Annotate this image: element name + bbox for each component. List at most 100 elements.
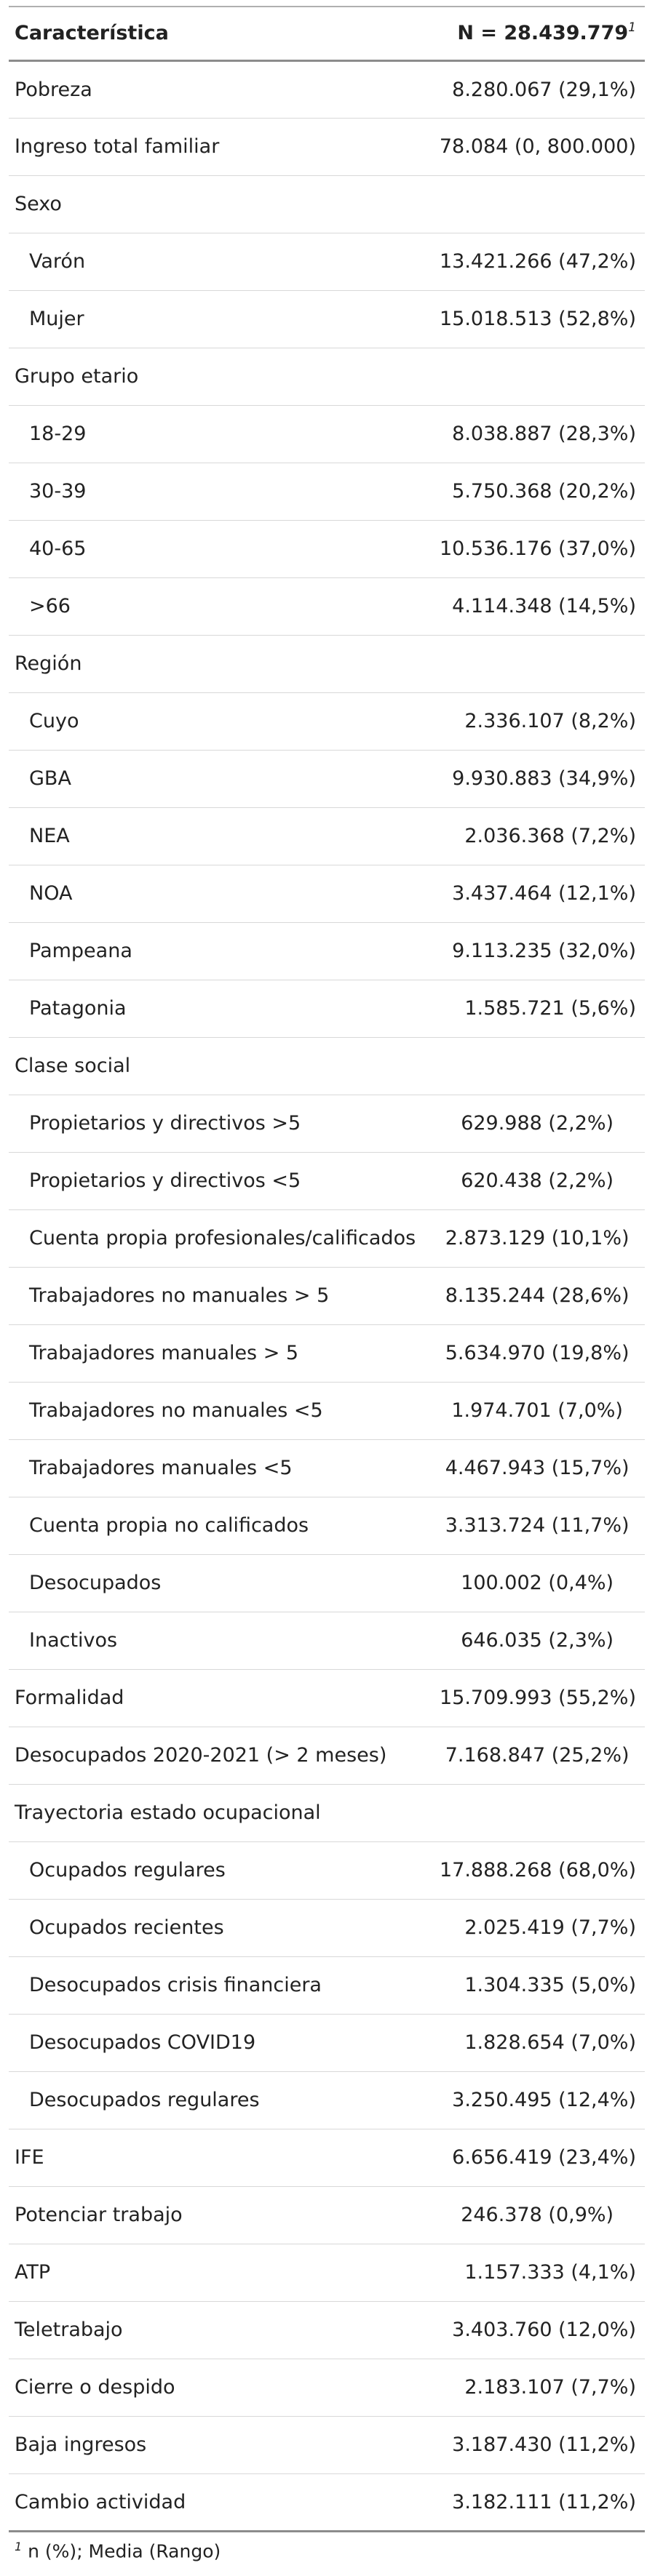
row-label: Pampeana <box>29 940 132 962</box>
row-label: Clase social <box>15 1055 131 1077</box>
row-label: Trabajadores no manuales > 5 <box>29 1284 330 1307</box>
row-value: 78.084 (0, 800.000) <box>439 135 636 158</box>
footnote-marker: 1 <box>15 2540 23 2553</box>
table-body: Pobreza 8.280.067 (29,1%) Ingreso total fa… <box>9 60 645 2531</box>
row-label: Trayectoria estado ocupacional <box>15 1801 321 1824</box>
row-label: Sexo <box>15 193 62 215</box>
row-label: Ocupados regulares <box>29 1859 226 1881</box>
table-row: Patagonia 1.585.721 (5,6%) <box>9 980 645 1037</box>
row-value: 10.536.176 (37,0%) <box>439 537 636 560</box>
row-value: 3.182.111 (11,2%) <box>452 2490 636 2513</box>
row-value: 15.018.513 (52,8%) <box>439 308 636 330</box>
table-row: Cierre o despido 2.183.107 (7,7%) <box>9 2359 645 2416</box>
row-value: 620.438 (2,2%) <box>461 1169 614 1192</box>
row-label: NOA <box>29 882 73 905</box>
row-label: Desocupados 2020-2021 (> 2 meses) <box>15 1744 387 1767</box>
row-label: Mujer <box>29 308 84 330</box>
row-label: Patagonia <box>29 997 127 1020</box>
row-label: Cierre o despido <box>15 2376 175 2399</box>
table-row: Desocupados regulares 3.250.495 (12,4%) <box>9 2071 645 2129</box>
row-value: 6.656.419 (23,4%) <box>452 2146 636 2169</box>
row-label: 18-29 <box>29 423 87 445</box>
table-row: Cuenta propia profesionales/calificados 2… <box>9 1209 645 1267</box>
table-row: IFE 6.656.419 (23,4%) <box>9 2129 645 2186</box>
row-label: Cuenta propia no calificados <box>29 1514 309 1537</box>
row-label: Teletrabajo <box>15 2319 123 2341</box>
row-value: 8.038.887 (28,3%) <box>452 423 636 445</box>
table-row: Ocupados regulares 17.888.268 (68,0%) <box>9 1841 645 1899</box>
table-row: Potenciar trabajo 246.378 (0,9%) <box>9 2186 645 2244</box>
row-label: Trabajadores manuales > 5 <box>29 1342 299 1364</box>
row-value: 7.168.847 (25,2%) <box>445 1744 630 1767</box>
row-label: >66 <box>29 595 71 617</box>
row-value: 1.974.701 (7,0%) <box>451 1399 623 1422</box>
footnote-text: n (%); Media (Rango) <box>22 2540 221 2562</box>
table-row: >66 4.114.348 (14,5%) <box>9 577 645 635</box>
characteristics-table: Característica N = 28.439.7791 Pobreza 8.… <box>9 6 645 2532</box>
row-value: 2.025.419 (7,7%) <box>464 1916 636 1939</box>
row-value: 2.336.107 (8,2%) <box>464 710 636 732</box>
row-label: Desocupados <box>29 1572 162 1594</box>
table-row: Desocupados 2020-2021 (> 2 meses) 7.168.8… <box>9 1727 645 1784</box>
row-value <box>432 348 645 405</box>
table-row: Cambio actividad 3.182.111 (11,2%) <box>9 2473 645 2531</box>
row-value: 246.378 (0,9%) <box>461 2204 614 2226</box>
row-value: 629.988 (2,2%) <box>461 1112 614 1135</box>
table-row: Cuyo 2.336.107 (8,2%) <box>9 692 645 750</box>
row-value: 8.280.067 (29,1%) <box>452 78 636 101</box>
row-value: 1.585.721 (5,6%) <box>464 997 636 1020</box>
row-label: Ingreso total familiar <box>15 135 220 158</box>
row-value: 1.304.335 (5,0%) <box>464 1974 636 1996</box>
row-label: Cuenta propia profesionales/calificados <box>29 1227 416 1249</box>
row-label: Cambio actividad <box>15 2490 186 2513</box>
row-label: NEA <box>29 825 70 847</box>
row-label: Baja ingresos <box>15 2433 147 2456</box>
header-total: N = 28.439.7791 <box>457 20 636 45</box>
table-row: Pampeana 9.113.235 (32,0%) <box>9 922 645 980</box>
row-value: 8.135.244 (28,6%) <box>445 1284 630 1307</box>
row-value: 4.114.348 (14,5%) <box>452 595 636 617</box>
table-row: Formalidad 15.709.993 (55,2%) <box>9 1669 645 1727</box>
table-row: Región <box>9 635 645 692</box>
row-label: Varón <box>29 250 86 273</box>
table-row: Propietarios y directivos >5 629.988 (2,2… <box>9 1095 645 1152</box>
table-row: NOA 3.437.464 (12,1%) <box>9 865 645 922</box>
table-row: ATP 1.157.333 (4,1%) <box>9 2244 645 2301</box>
row-label: IFE <box>15 2146 44 2169</box>
row-label: Formalidad <box>15 1687 124 1709</box>
table-row: Teletrabajo 3.403.760 (12,0%) <box>9 2301 645 2359</box>
table-row: Inactivos 646.035 (2,3%) <box>9 1612 645 1669</box>
row-value: 9.930.883 (34,9%) <box>452 767 636 790</box>
row-value: 2.036.368 (7,2%) <box>464 825 636 847</box>
row-label: Desocupados crisis financiera <box>29 1974 322 1996</box>
table-row: 40-65 10.536.176 (37,0%) <box>9 520 645 577</box>
table-row: Desocupados COVID19 1.828.654 (7,0%) <box>9 2014 645 2071</box>
row-value: 5.634.970 (19,8%) <box>445 1342 630 1364</box>
table-row: Ingreso total familiar 78.084 (0, 800.000… <box>9 118 645 175</box>
row-value: 3.403.760 (12,0%) <box>452 2319 636 2341</box>
row-value <box>432 635 645 692</box>
table-row: Cuenta propia no calificados 3.313.724 (1… <box>9 1497 645 1554</box>
row-label: Pobreza <box>15 78 92 101</box>
table-row: Desocupados 100.002 (0,4%) <box>9 1554 645 1612</box>
row-value: 3.437.464 (12,1%) <box>452 882 636 905</box>
row-label: Potenciar trabajo <box>15 2204 183 2226</box>
row-value: 4.467.943 (15,7%) <box>445 1457 630 1479</box>
row-value: 5.750.368 (20,2%) <box>452 480 636 503</box>
table-row: Sexo <box>9 175 645 233</box>
row-label: Ocupados recientes <box>29 1916 224 1939</box>
row-value: 17.888.268 (68,0%) <box>439 1859 636 1881</box>
table-row: 18-29 8.038.887 (28,3%) <box>9 405 645 463</box>
row-label: Desocupados COVID19 <box>29 2031 256 2054</box>
table-header-row: Característica N = 28.439.7791 <box>9 7 645 60</box>
row-label: Inactivos <box>29 1629 118 1652</box>
table-row: Trabajadores manuales <5 4.467.943 (15,7%… <box>9 1439 645 1497</box>
row-value: 3.313.724 (11,7%) <box>445 1514 630 1537</box>
table-footnote: 1 n (%); Media (Rango) <box>15 2540 221 2561</box>
table-row: Ocupados recientes 2.025.419 (7,7%) <box>9 1899 645 1956</box>
row-value: 2.183.107 (7,7%) <box>464 2376 636 2399</box>
row-label: ATP <box>15 2261 51 2284</box>
row-label: 40-65 <box>29 537 87 560</box>
table-row: Clase social <box>9 1037 645 1095</box>
